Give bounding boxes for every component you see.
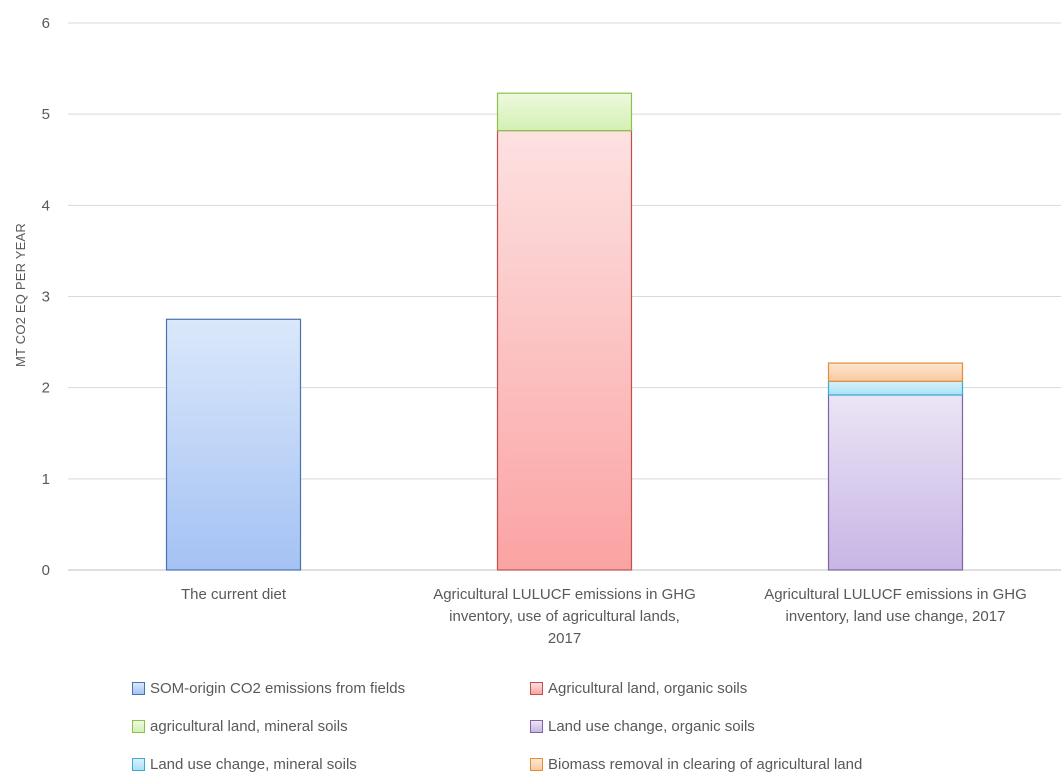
bar-segment xyxy=(496,129,633,571)
bar-segment xyxy=(827,362,964,382)
legend-label: Land use change, mineral soils xyxy=(150,755,357,773)
bar-segment xyxy=(827,380,964,396)
legend-swatch xyxy=(530,719,543,733)
y-tick-label: 6 xyxy=(42,15,50,32)
category-label: The current diet xyxy=(181,586,287,603)
legend-swatch xyxy=(530,681,543,695)
category-label: Agricultural LULUCF emissions in GHG xyxy=(764,586,1027,603)
legend-label: Land use change, organic soils xyxy=(548,717,755,735)
legend-swatch xyxy=(132,719,145,733)
y-axis-label: MT CO2 EQ PER YEAR xyxy=(13,223,28,367)
legend: SOM-origin CO2 emissions from fields Agri… xyxy=(132,676,1032,776)
legend-item: agricultural land, mineral soils xyxy=(132,714,530,738)
y-tick-label: 4 xyxy=(42,197,50,214)
bar-segment xyxy=(165,318,302,571)
legend-swatch xyxy=(132,681,145,695)
category-labels: The current diet Agricultural LULUCF emis… xyxy=(181,586,1027,647)
legend-item: Biomass removal in clearing of agricultu… xyxy=(530,752,1010,776)
legend-swatch xyxy=(530,757,543,771)
bars xyxy=(165,92,964,571)
y-tick-label: 2 xyxy=(42,380,50,397)
y-tick-label: 5 xyxy=(42,106,50,123)
legend-label: Agricultural land, organic soils xyxy=(548,679,748,697)
bar-segment xyxy=(827,394,964,571)
y-tick-label: 1 xyxy=(42,471,50,488)
legend-item: Agricultural land, organic soils xyxy=(530,676,1010,700)
legend-label: SOM-origin CO2 emissions from fields xyxy=(150,679,406,697)
y-tick-label: 3 xyxy=(42,289,50,306)
category-label: 2017 xyxy=(548,630,581,647)
y-axis-ticks: 0 1 2 3 4 5 6 xyxy=(42,15,50,579)
legend-label: Biomass removal in clearing of agricultu… xyxy=(548,755,863,773)
category-label: inventory, use of agricultural lands, xyxy=(449,608,680,625)
category-label: Agricultural LULUCF emissions in GHG xyxy=(433,586,696,603)
legend-item: Land use change, organic soils xyxy=(530,714,1010,738)
y-tick-label: 0 xyxy=(42,562,50,579)
bar-segment xyxy=(496,92,633,132)
legend-swatch xyxy=(132,757,145,771)
legend-item: Land use change, mineral soils xyxy=(132,752,530,776)
legend-label: agricultural land, mineral soils xyxy=(150,717,348,735)
category-label: inventory, land use change, 2017 xyxy=(786,608,1006,625)
legend-item: SOM-origin CO2 emissions from fields xyxy=(132,676,530,700)
bar-chart: 0 1 2 3 4 5 6 The current diet Agricultural LUL… xyxy=(13,15,1061,647)
